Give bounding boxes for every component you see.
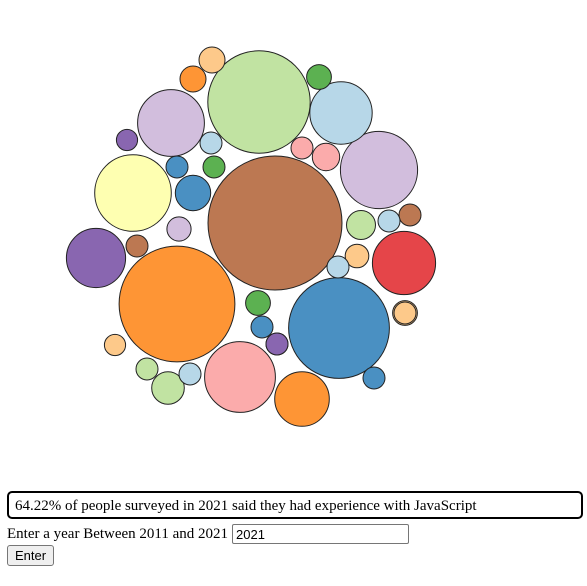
year-input[interactable]	[232, 524, 410, 544]
bubble[interactable]	[118, 245, 236, 363]
year-label: Enter a year Between 2011 and 2021	[7, 525, 229, 542]
bubble[interactable]	[306, 64, 332, 90]
bubble[interactable]	[198, 46, 226, 74]
bubble[interactable]	[339, 130, 419, 210]
info-box: 64.22% of people surveyed in 2021 said t…	[7, 491, 583, 519]
bubble[interactable]	[207, 155, 343, 291]
bubble[interactable]	[311, 142, 341, 172]
bubble[interactable]	[103, 333, 127, 357]
bubble[interactable]	[165, 155, 189, 179]
bubble[interactable]	[151, 371, 185, 405]
bubble[interactable]	[250, 315, 274, 339]
bubble[interactable]	[377, 209, 401, 233]
bubble[interactable]	[135, 357, 159, 381]
bubble[interactable]	[393, 301, 417, 325]
bubble[interactable]	[288, 277, 390, 379]
bubble[interactable]	[115, 128, 139, 152]
info-text: 64.22% of people surveyed in 2021 said t…	[15, 498, 477, 514]
bubble[interactable]	[179, 65, 207, 93]
enter-button[interactable]: Enter	[7, 545, 55, 566]
bubble[interactable]	[265, 332, 289, 356]
bubble[interactable]	[207, 50, 311, 154]
bubble[interactable]	[178, 362, 202, 386]
bubble[interactable]	[398, 203, 422, 227]
year-form: Enter a year Between 2011 and 2021	[7, 523, 410, 545]
bubble-chart	[65, 46, 437, 427]
bubble[interactable]	[362, 366, 386, 390]
bubble[interactable]	[199, 131, 223, 155]
bubble[interactable]	[137, 89, 205, 157]
bubble[interactable]	[174, 174, 212, 212]
bubble[interactable]	[346, 210, 376, 240]
bubble[interactable]	[65, 227, 127, 289]
bubble[interactable]	[274, 371, 330, 427]
bubble[interactable]	[326, 255, 350, 279]
bubble[interactable]	[245, 290, 271, 316]
bubble[interactable]	[290, 136, 314, 160]
bubble[interactable]	[371, 230, 437, 296]
bubble[interactable]	[125, 234, 149, 258]
bubble[interactable]	[344, 243, 370, 269]
bubble[interactable]	[204, 341, 276, 413]
bubble[interactable]	[166, 216, 192, 242]
bubble[interactable]	[202, 155, 226, 179]
bubble[interactable]	[94, 154, 172, 232]
bubble[interactable]	[309, 81, 373, 145]
